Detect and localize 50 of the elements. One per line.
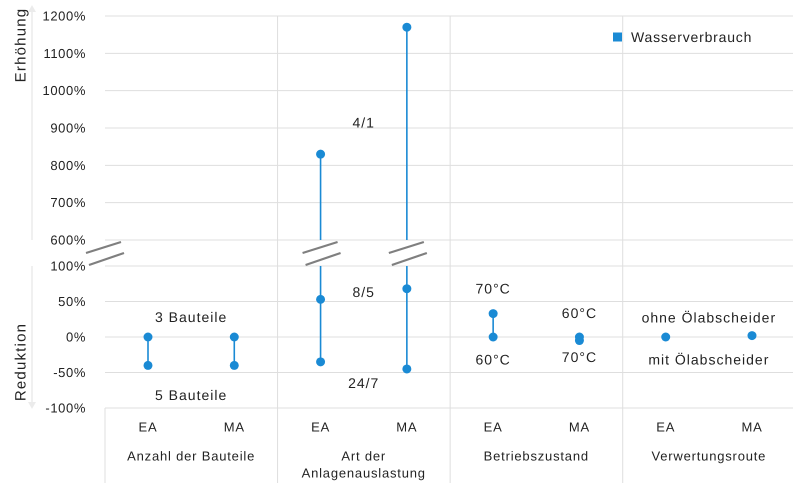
annotation: mit Ölabscheider bbox=[648, 352, 770, 368]
y-tick-label: 0% bbox=[66, 330, 86, 345]
x-tick-label: EA bbox=[656, 420, 676, 435]
point bbox=[402, 284, 412, 294]
point bbox=[748, 331, 756, 340]
text: Verwertungsroute bbox=[652, 448, 766, 464]
annotation: 8/5 bbox=[352, 284, 375, 300]
x-tick-label: MA bbox=[568, 420, 590, 435]
text: Anzahl der Bauteile bbox=[127, 448, 256, 464]
annotation: 60°C bbox=[562, 304, 598, 321]
y-tick-label: -100% bbox=[45, 400, 86, 416]
annotation: 24/7 bbox=[348, 375, 380, 392]
y-tick-label: 50% bbox=[58, 294, 86, 310]
annotation: 70°C bbox=[476, 280, 511, 297]
point bbox=[144, 360, 152, 370]
annotation: 70°C bbox=[562, 348, 598, 365]
text: Art der Anlagenauslastung bbox=[302, 448, 426, 480]
x-tick-label: EA bbox=[311, 420, 330, 435]
legend-label: Wasserverbrauch bbox=[631, 28, 752, 45]
point bbox=[316, 294, 326, 304]
point bbox=[488, 332, 498, 342]
x-tick-label: MA bbox=[224, 420, 245, 435]
x-tick-label: MA bbox=[741, 420, 763, 435]
point bbox=[230, 332, 239, 342]
y-tick-label: 1100% bbox=[43, 46, 86, 61]
y-tick-label: 800% bbox=[50, 158, 86, 173]
y-tick-label: 1000% bbox=[42, 83, 86, 98]
y-axis-title: Reduktion bbox=[12, 322, 30, 402]
point bbox=[230, 360, 239, 370]
point bbox=[144, 332, 152, 342]
x-tick-label: EA bbox=[484, 420, 503, 435]
text: Betriebszustand bbox=[484, 448, 589, 464]
annotation: 4/1 bbox=[352, 114, 375, 130]
annotation: 3 Bauteile bbox=[155, 309, 228, 326]
x-tick-label: EA bbox=[138, 420, 158, 435]
annotation: 60°C bbox=[476, 352, 511, 368]
point bbox=[661, 332, 670, 342]
y-axis-title: Erhöhung bbox=[12, 8, 30, 82]
annotation: 5 Bauteile bbox=[155, 387, 228, 404]
x-tick-label: MA bbox=[396, 420, 418, 435]
y-tick-label: 1200% bbox=[42, 8, 86, 24]
annotation: ohne Ölabscheider bbox=[642, 310, 776, 326]
point bbox=[402, 364, 412, 374]
y-tick-label: 700% bbox=[50, 195, 86, 210]
point bbox=[316, 357, 326, 366]
y-tick-label: 600% bbox=[50, 232, 86, 248]
y-tick-label: 900% bbox=[50, 120, 86, 136]
y-tick-label: 100% bbox=[50, 258, 86, 274]
y-tick-label: -50% bbox=[53, 365, 86, 380]
point bbox=[488, 309, 498, 318]
